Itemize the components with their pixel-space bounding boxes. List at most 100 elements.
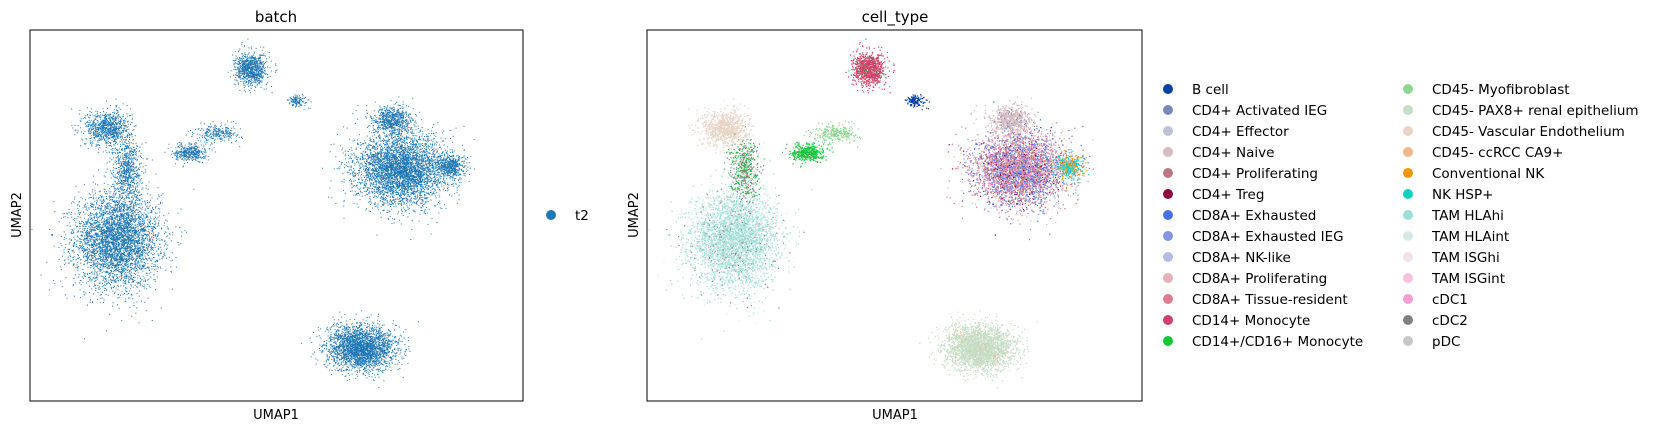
data-point (152, 207, 154, 208)
data-point (113, 226, 115, 228)
data-point (149, 238, 151, 239)
data-point (88, 233, 89, 235)
data-point (99, 258, 101, 260)
data-point (100, 138, 102, 140)
data-point (83, 223, 85, 225)
data-point (158, 248, 159, 249)
data-point (148, 252, 150, 254)
data-point (141, 243, 143, 245)
data-point (79, 109, 81, 111)
data-point (94, 269, 96, 271)
data-point (114, 217, 116, 219)
data-point (65, 244, 67, 246)
data-point (94, 263, 96, 265)
data-point (99, 253, 100, 255)
data-point (125, 223, 127, 225)
data-point (155, 268, 157, 270)
data-point (122, 224, 124, 226)
data-point (131, 132, 132, 134)
data-point (105, 131, 107, 133)
data-point (111, 224, 113, 226)
data-point (90, 258, 92, 260)
data-point (144, 208, 146, 210)
data-point (102, 247, 104, 248)
data-point (93, 137, 95, 139)
data-point (73, 263, 75, 265)
data-point (90, 252, 92, 254)
data-point (116, 127, 118, 129)
data-point (126, 261, 128, 263)
data-point (104, 253, 106, 255)
data-point (104, 122, 106, 124)
data-point (113, 228, 115, 230)
data-point (100, 227, 102, 229)
data-point (91, 235, 93, 237)
data-point (89, 292, 90, 294)
data-point (141, 285, 143, 287)
data-point (83, 246, 85, 247)
data-point (102, 237, 104, 239)
data-point (115, 265, 117, 267)
data-point (165, 269, 167, 271)
data-point (129, 207, 131, 209)
data-point (142, 228, 144, 230)
data-point (117, 286, 119, 288)
data-point (132, 239, 134, 241)
data-point (157, 260, 158, 262)
data-point (127, 253, 129, 255)
data-point (90, 224, 92, 226)
data-point (90, 124, 92, 126)
data-point (107, 244, 109, 246)
data-point (120, 119, 122, 121)
data-point (85, 222, 87, 224)
data-point (137, 235, 139, 237)
data-point (119, 252, 121, 254)
data-point (105, 252, 107, 254)
data-point (92, 141, 94, 143)
data-point (96, 252, 98, 254)
data-point (103, 111, 104, 113)
data-point (102, 212, 104, 214)
data-point (101, 119, 103, 121)
data-point (127, 220, 128, 222)
data-point (140, 269, 142, 271)
data-point (117, 240, 119, 242)
data-point (123, 207, 125, 209)
data-point (119, 261, 121, 263)
data-point (90, 115, 91, 117)
data-point (102, 221, 104, 223)
data-point (121, 243, 123, 245)
data-point (105, 225, 107, 227)
data-point (102, 242, 104, 244)
data-point (117, 220, 119, 221)
data-point (116, 110, 118, 112)
data-point (128, 217, 130, 219)
data-point (103, 223, 104, 225)
data-point (117, 304, 118, 306)
data-point (93, 244, 95, 246)
data-point (160, 194, 162, 196)
data-point (79, 226, 81, 228)
data-point (144, 222, 145, 224)
data-point (104, 189, 106, 191)
data-point (131, 315, 133, 317)
data-point (80, 262, 82, 264)
data-point (119, 117, 121, 118)
data-point (96, 145, 98, 147)
data-point (89, 110, 91, 112)
data-point (93, 260, 95, 262)
data-point (128, 241, 130, 243)
data-point (85, 243, 87, 245)
data-point (119, 128, 121, 129)
data-point (125, 246, 127, 248)
data-point (72, 230, 74, 232)
data-point (117, 249, 119, 251)
data-point (128, 242, 129, 244)
data-point (110, 212, 112, 214)
data-point (119, 120, 121, 122)
data-point (141, 248, 143, 250)
data-point (107, 248, 109, 250)
data-point (102, 216, 104, 218)
data-point (92, 181, 94, 183)
data-point (87, 218, 89, 220)
